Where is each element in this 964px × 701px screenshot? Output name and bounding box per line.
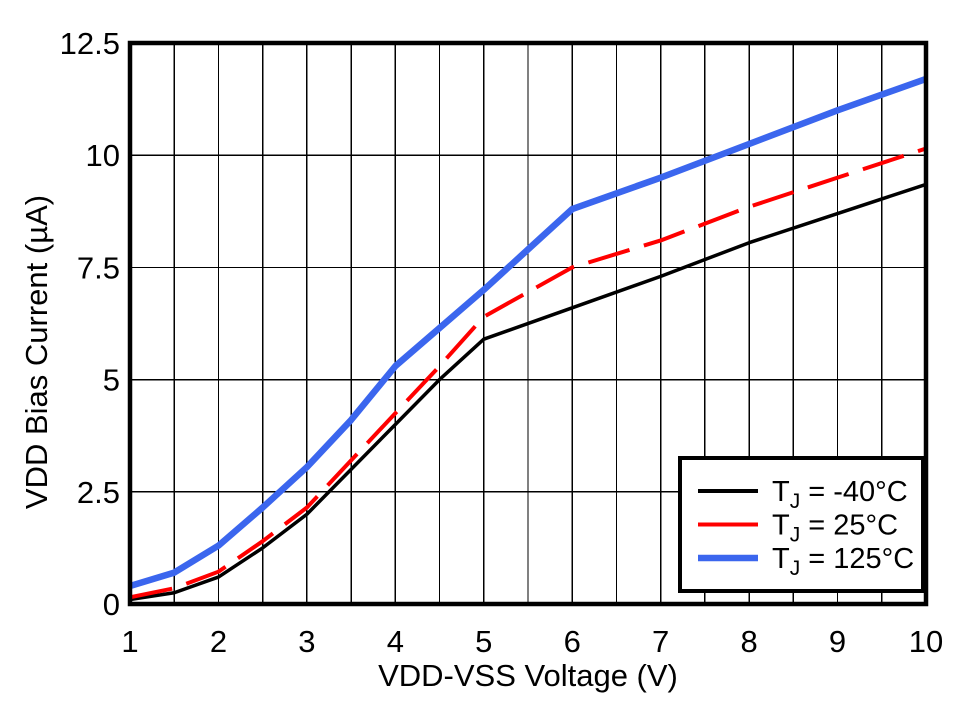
legend-label-0: TJ = -40°C: [772, 476, 908, 513]
x-tick-label: 2: [210, 624, 227, 659]
y-tick-label: 0: [103, 587, 120, 622]
tick-labels: 1 2 3 4 5 6 7 8 9 10 0 2.5 5 7.5 10 12.5: [60, 26, 944, 659]
plot-border: [127, 40, 929, 607]
x-tick-label: 10: [909, 624, 943, 659]
y-tick-label: 12.5: [60, 26, 120, 61]
x-tick-label: 8: [740, 624, 757, 659]
series-line-0: [130, 182, 926, 602]
x-tick-label: 6: [564, 624, 581, 659]
series-line-2: [130, 75, 926, 590]
y-tick-label: 10: [86, 138, 120, 173]
x-tick-label: 5: [475, 624, 492, 659]
x-tick-label: 7: [652, 624, 669, 659]
y-tick-label: 5: [103, 363, 120, 398]
x-tick-label: 3: [298, 624, 315, 659]
legend: TJ = -40°CTJ = 25°CTJ = 125°C: [678, 456, 925, 593]
plot-frame: [127, 40, 929, 607]
x-tick-label: 1: [121, 624, 138, 659]
y-tick-label: 7.5: [77, 250, 120, 285]
legend-label-1: TJ = 25°C: [772, 510, 898, 547]
x-tick-label: 9: [829, 624, 846, 659]
series-layer: [130, 75, 926, 602]
x-axis-title: VDD-VSS Voltage (V): [378, 658, 678, 693]
y-tick-label: 2.5: [77, 475, 120, 510]
legend-label-2: TJ = 125°C: [772, 543, 914, 580]
x-tick-label: 4: [387, 624, 404, 659]
series-line-1: [130, 146, 926, 600]
y-axis-title: VDD Bias Current (µA): [19, 195, 54, 509]
